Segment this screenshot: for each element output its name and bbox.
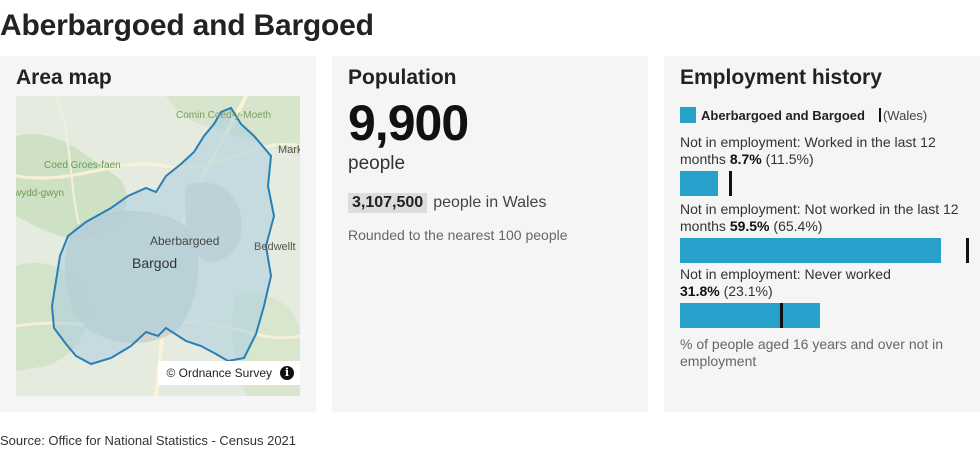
population-value: 9,900: [348, 95, 469, 151]
employment-heading: Employment history: [680, 66, 882, 89]
map-label-coed-groes: Coed Groes-faen: [44, 160, 121, 171]
bar-track: [680, 303, 970, 328]
map-label-bargod: Bargod: [132, 255, 177, 271]
attribution-text: © Ordnance Survey: [166, 366, 272, 380]
wales-population-label: people in Wales: [433, 194, 547, 211]
map-attribution: © Ordnance Survey i: [158, 361, 300, 385]
category-label: Not in employment: Not worked in the las…: [680, 201, 959, 234]
legend-wales-marker: [878, 108, 881, 122]
employment-item-never-worked: Not in employment: Never worked 31.8% (23…: [680, 266, 970, 328]
employment-item-worked-last-12: Not in employment: Worked in the last 12…: [680, 134, 970, 196]
employment-item-text: Not in employment: Worked in the last 12…: [680, 134, 970, 168]
legend-area-label: Aberbargoed and Bargoed: [701, 107, 865, 123]
employment-footnote: % of people aged 16 years and over not i…: [680, 336, 944, 369]
map-label-aberbargoed: Aberbargoed: [150, 234, 219, 248]
area-boundary[interactable]: [50, 106, 276, 366]
map-label-markham: Markh: [278, 144, 300, 156]
chart-legend: Aberbargoed and Bargoed (Wales): [680, 107, 927, 123]
population-card: Population 9,900 people 3,107,500 people…: [332, 56, 648, 412]
area-map-heading: Area map: [16, 66, 112, 89]
bar-track: [680, 171, 970, 196]
area-map[interactable]: Comin Coed-y-Moeth Markh Coed Groes-faen…: [16, 96, 300, 396]
wales-value-label: (65.4%): [773, 218, 823, 234]
wales-population-value: 3,107,500: [348, 193, 428, 213]
area-value-label: 31.8%: [680, 283, 720, 299]
wales-marker: [780, 303, 783, 328]
woodland-area: [16, 134, 127, 239]
employment-item-not-worked-last-12: Not in employment: Not worked in the las…: [680, 201, 970, 263]
area-value-label: 8.7%: [729, 151, 762, 167]
info-icon[interactable]: i: [280, 366, 294, 380]
wales-value-label: (23.1%): [723, 283, 773, 299]
area-bar: [680, 171, 719, 196]
map-label-wydd: wydd-gwyn: [16, 188, 64, 199]
category-label: Not in employment: Worked in the last 12…: [680, 134, 936, 167]
employment-card: Employment history Aberbargoed and Bargo…: [664, 56, 980, 412]
rounding-note: Rounded to the nearest 100 people: [348, 227, 568, 243]
area-bar: [680, 303, 820, 328]
legend-wales-label: (Wales): [882, 107, 928, 123]
area-map-card: Area map Comin Coed-y-Moeth Markh Coed G…: [0, 56, 316, 412]
area-bar: [680, 238, 942, 263]
employment-item-text: Not in employment: Not worked in the las…: [680, 201, 970, 235]
source-note: Source: Office for National Statistics -…: [0, 433, 297, 448]
map-label-bedwellt: Bedwellt: [254, 241, 296, 253]
population-heading: Population: [348, 66, 457, 89]
category-label: Not in employment: Never worked: [680, 266, 891, 282]
page-title: Aberbargoed and Bargoed: [0, 9, 374, 42]
area-value-label: 59.5%: [729, 218, 770, 234]
legend-area-swatch: [680, 107, 696, 123]
wales-marker: [729, 171, 733, 196]
wales-comparison: 3,107,500 people in Wales: [348, 193, 546, 213]
employment-item-text: Not in employment: Never worked 31.8% (23…: [680, 266, 970, 300]
map-canvas: Comin Coed-y-Moeth Markh Coed Groes-faen…: [16, 96, 300, 396]
wales-marker: [965, 238, 969, 263]
map-label-comin: Comin Coed-y-Moeth: [176, 110, 271, 121]
bar-track: [680, 238, 970, 263]
wales-value-label: (11.5%): [765, 151, 814, 167]
population-unit: people: [348, 153, 406, 174]
